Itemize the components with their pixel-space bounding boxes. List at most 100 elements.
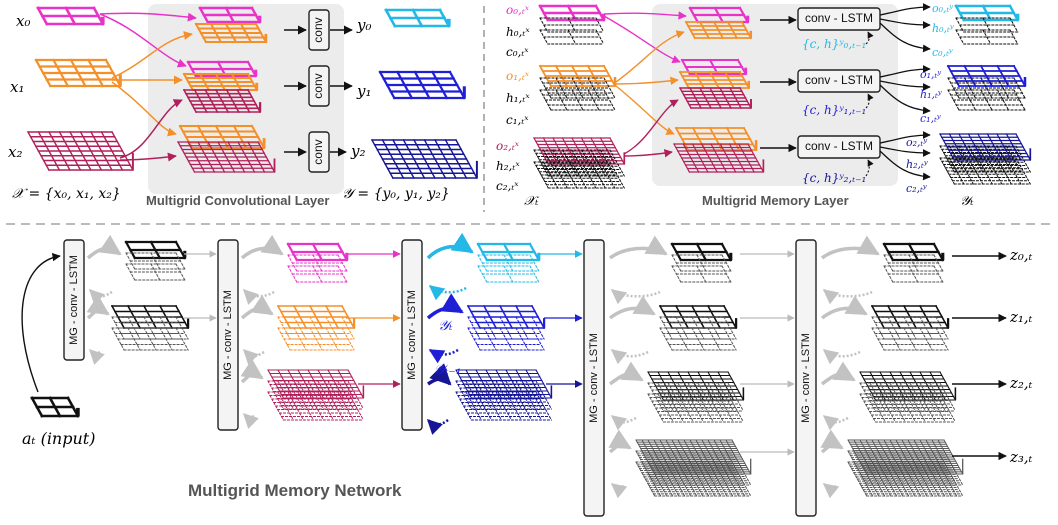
conv-box-0: conv bbox=[308, 9, 330, 51]
memory-out-h0 bbox=[879, 18, 931, 29]
memory-input-1-h bbox=[539, 77, 616, 99]
conv-layer-caption: Multigrid Convolutional Layer bbox=[146, 193, 329, 208]
memory-output-1-o bbox=[946, 64, 1027, 88]
memory-layer1-crimson bbox=[679, 87, 752, 109]
memory-input-h1: h₁,ₜˣ bbox=[506, 91, 530, 105]
net-l3-s0-c bbox=[477, 265, 540, 283]
network-output-z1: z₁,ₜ bbox=[1009, 308, 1033, 326]
memory-out-c2 bbox=[879, 150, 931, 181]
memory-arrow-o1-l0 bbox=[615, 30, 685, 83]
network-input-label: aₜ (input) bbox=[22, 429, 95, 448]
net-l1-s0-h bbox=[125, 252, 186, 270]
net-l5-s1-c bbox=[871, 327, 949, 351]
net-back-l1-1 bbox=[88, 348, 105, 365]
output-y2-label: y₂ bbox=[350, 142, 366, 160]
net-back-l3-0 bbox=[428, 284, 467, 301]
memory-arrow-o1-l1 bbox=[615, 76, 679, 86]
net-l2-s0-o bbox=[286, 242, 349, 262]
net-back-l1-0 bbox=[88, 288, 113, 305]
panel-multigrid-memory-network: MG - conv - LSTM MG - conv - LSTM MG - con… bbox=[21, 232, 1033, 517]
net-fwd-l4-2 bbox=[608, 361, 644, 386]
memory-state-0: {c, h}ʸ₀,ₜ₋₁ bbox=[802, 37, 866, 51]
net-l3-s2-c bbox=[455, 391, 553, 421]
memory-state-arrow-1 bbox=[865, 93, 874, 109]
layer2-crimson-grid bbox=[177, 141, 276, 173]
conv-layer-background bbox=[148, 4, 344, 194]
net-l4-s3-c bbox=[635, 461, 752, 497]
output-y2-grid bbox=[371, 139, 478, 179]
mg-layer-1-label: MG - conv - LSTM bbox=[68, 255, 80, 345]
net-l4-s0-c bbox=[671, 265, 732, 283]
network-arrows: MG - conv - LSTM MG - conv - LSTM MG - con… bbox=[21, 232, 1007, 517]
arrow-x0-l1 bbox=[99, 13, 187, 68]
memory-output-0-h bbox=[955, 17, 1019, 33]
mg-layer-2-label: MG - conv - LSTM bbox=[222, 290, 234, 380]
memory-arrow-c2-l1 bbox=[623, 99, 679, 155]
net-l3-s1-c bbox=[467, 327, 545, 351]
arrow-x1-l2 bbox=[111, 81, 177, 137]
memory-input-2-c bbox=[533, 161, 625, 189]
memory-layer2-crimson bbox=[673, 143, 765, 173]
mg-layer-3-label: MG - conv - LSTM bbox=[406, 290, 418, 380]
memory-layer1-magenta bbox=[680, 58, 748, 76]
memory-out-h2 bbox=[879, 146, 931, 157]
net-l5-s0-h bbox=[883, 254, 944, 272]
net-fwd-l5-2 bbox=[820, 361, 856, 386]
memory-out-o1 bbox=[879, 65, 931, 78]
mg-layer-3: MG - conv - LSTM bbox=[401, 239, 423, 431]
net-l2-s0-h bbox=[287, 254, 348, 272]
layer0-magenta-grid bbox=[198, 6, 262, 24]
memory-out-c0 bbox=[879, 22, 931, 53]
memory-input-h0: h₀,ₜˣ bbox=[506, 25, 530, 39]
net-back-l3-2 bbox=[426, 418, 449, 435]
net-back-l2-2 bbox=[242, 412, 259, 429]
network-caption: Multigrid Memory Network bbox=[188, 481, 402, 500]
input-x0-grid bbox=[36, 6, 105, 26]
net-l1-s1-c bbox=[111, 327, 189, 351]
net-l1-s0-c bbox=[125, 263, 186, 281]
conv-box-2-label: conv bbox=[311, 139, 325, 164]
net-back-l5-0 bbox=[822, 288, 873, 305]
mg-layer-5: MG - conv - LSTM bbox=[795, 239, 817, 517]
mg-layer-5-label: MG - conv - LSTM bbox=[800, 333, 812, 423]
arrow-x1-l0 bbox=[111, 31, 193, 79]
net-fwd-l2-1 bbox=[240, 294, 274, 320]
layer1-crimson-grid bbox=[182, 88, 262, 114]
conv-box-1-label: conv bbox=[311, 73, 325, 98]
net-back-l2-0 bbox=[242, 288, 275, 305]
mg-layer-4-label: MG - conv - LSTM bbox=[588, 333, 600, 423]
memory-output-0-c bbox=[955, 29, 1019, 45]
net-fwd-l3-2 bbox=[427, 363, 452, 386]
net-l3-s0-h bbox=[477, 254, 540, 272]
mg-layer-4: MG - conv - LSTM bbox=[583, 239, 605, 517]
memory-output-c1: c₁,ₜʸ bbox=[920, 112, 941, 125]
net-l2-s1-c bbox=[277, 327, 355, 351]
net-fwd-l1-0 bbox=[86, 234, 122, 260]
net-l3-s0-o bbox=[476, 242, 541, 262]
net-l5-s0-c bbox=[883, 265, 944, 283]
convlstm-box-1-label: conv - LSTM bbox=[805, 73, 873, 87]
conv-box-1: conv bbox=[308, 65, 330, 107]
memory-input-c0: c₀,ₜˣ bbox=[506, 45, 529, 59]
memory-state-arrow-0 bbox=[865, 31, 874, 45]
net-fwd-l4-1 bbox=[608, 295, 656, 320]
net-back-l3-1 bbox=[428, 348, 459, 364]
net-back-l5-2 bbox=[822, 415, 849, 431]
net-back-l5-1 bbox=[822, 348, 861, 365]
memory-output-c2: c₂,ₜʸ bbox=[906, 182, 927, 195]
memory-output-h0: h₀,ₜʸ bbox=[932, 22, 954, 35]
net-l4-s1-c bbox=[659, 327, 737, 351]
memory-layer0-orange bbox=[684, 20, 753, 40]
memory-layer-arrows: conv - LSTM conv - LSTM conv - LSTM bbox=[603, 3, 931, 181]
memory-input-o1: o₁,ₜˣ bbox=[506, 69, 530, 83]
net-l4-s0-o bbox=[670, 242, 733, 262]
conv-box-0-label: conv bbox=[311, 17, 325, 42]
memory-out-o2 bbox=[879, 131, 931, 144]
memory-output-o0: o₀,ₜʸ bbox=[932, 2, 953, 15]
memory-input-h2: h₂,ₜˣ bbox=[496, 159, 520, 173]
net-fwd-l2-0 bbox=[240, 234, 284, 260]
net-fwd-l4-3 bbox=[608, 429, 632, 454]
net-back-l4-3 bbox=[610, 483, 628, 499]
